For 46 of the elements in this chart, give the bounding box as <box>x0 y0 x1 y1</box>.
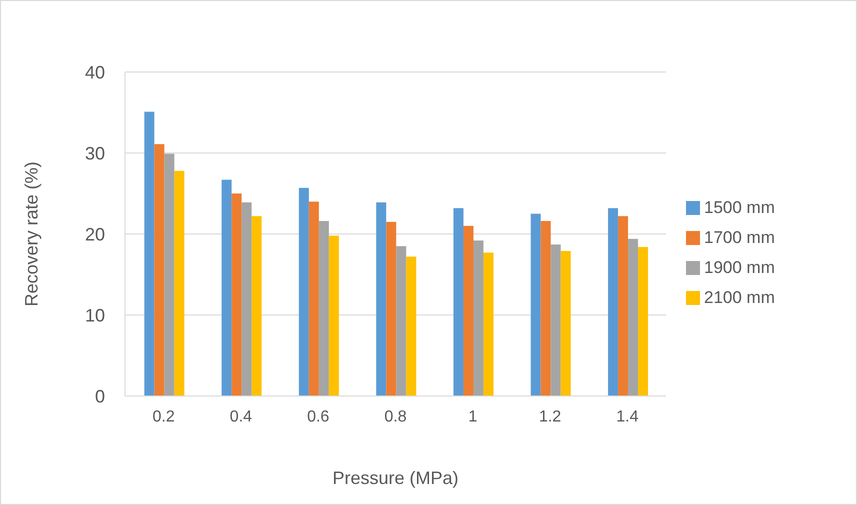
bar <box>252 216 262 396</box>
bar <box>608 208 618 396</box>
bar <box>540 221 551 396</box>
bar <box>530 214 541 396</box>
y-tick-label: 20 <box>84 224 105 244</box>
bar <box>453 208 464 396</box>
y-tick-label: 0 <box>94 386 105 406</box>
bar <box>154 144 164 396</box>
bar <box>222 180 232 396</box>
bar <box>174 170 184 396</box>
bar <box>396 246 406 396</box>
x-tick-label: 0.6 <box>307 408 330 426</box>
x-tick-label: 1 <box>468 408 478 426</box>
x-tick-label: 1.4 <box>616 408 639 426</box>
y-axis-title: Recovery rate (%) <box>21 161 42 307</box>
bar <box>328 236 339 396</box>
bar <box>406 256 416 396</box>
bar <box>638 246 648 396</box>
x-tick-label: 0.4 <box>230 408 252 426</box>
y-tick-label: 10 <box>84 305 105 326</box>
legend-label: 1500 mm <box>704 198 775 216</box>
bar <box>232 194 242 396</box>
bar <box>242 202 252 396</box>
x-tick-label: 0.2 <box>152 408 175 426</box>
bar <box>628 238 638 396</box>
x-tick-label: 0.8 <box>384 408 407 426</box>
y-tick-label: 40 <box>84 62 105 82</box>
y-tick-label: 30 <box>84 143 105 164</box>
legend-label: 1700 mm <box>704 228 775 246</box>
bar <box>473 240 484 396</box>
bar <box>164 154 174 396</box>
x-axis-title: Pressure (MPa) <box>332 468 459 488</box>
bar <box>483 252 494 396</box>
bar <box>308 202 319 396</box>
bar <box>618 216 628 396</box>
bar <box>298 188 309 396</box>
legend-label: 1900 mm <box>704 258 775 276</box>
bar <box>376 202 386 396</box>
bar <box>463 226 474 396</box>
bar <box>144 112 154 396</box>
bar <box>550 244 561 396</box>
bar <box>560 251 571 396</box>
legend-label: 2100 mm <box>704 288 775 306</box>
bar <box>386 222 396 396</box>
bar <box>318 221 329 396</box>
x-tick-label: 1.2 <box>538 408 562 426</box>
